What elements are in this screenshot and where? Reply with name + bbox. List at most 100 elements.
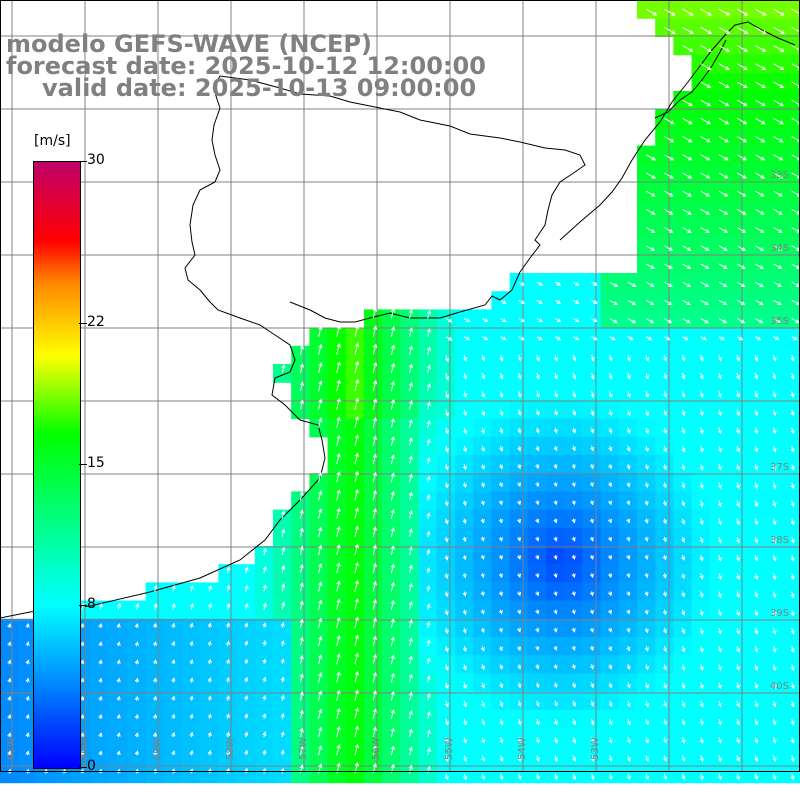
wind-cell (145, 673, 165, 693)
wind-arrow (773, 263, 782, 269)
wind-arrow (427, 402, 430, 410)
wind-arrow-head (499, 375, 504, 380)
wind-cell (236, 582, 256, 602)
wind-arrow-head (134, 713, 139, 719)
wind-arrow-head (742, 210, 747, 215)
wind-arrow (336, 435, 340, 447)
wind-arrow-head (572, 775, 577, 781)
wind-arrow-head (499, 721, 504, 726)
wind-cell (0, 673, 19, 693)
wind-arrow-head (517, 591, 522, 597)
wind-arrow (700, 245, 710, 251)
wind-arrow (336, 562, 340, 574)
wind-arrow (372, 654, 377, 665)
wind-arrow-head (372, 617, 377, 622)
wind-arrow-head (626, 465, 631, 470)
wind-cell (0, 691, 19, 711)
wind-arrow-head (390, 454, 395, 459)
wind-arrow (263, 548, 266, 556)
wind-arrow (409, 528, 412, 538)
wind-arrow-head (717, 630, 722, 635)
colorbar-tick-mark (79, 767, 87, 768)
wind-arrow-head (481, 739, 486, 744)
wind-cell (91, 618, 110, 638)
wind-arrow-head (553, 591, 558, 597)
wind-arrow-head (743, 30, 749, 34)
wind-arrow (299, 601, 303, 610)
wind-arrow (372, 527, 377, 538)
wind-arrow-head (571, 518, 576, 524)
wind-arrow-head (699, 721, 704, 726)
wind-cell (418, 491, 438, 511)
wind-arrow-head (480, 610, 485, 615)
wind-cell (345, 673, 365, 693)
wind-arrow-head (779, 66, 785, 71)
wind-cell (309, 728, 329, 747)
wind-arrow-head (553, 429, 558, 434)
wind-arrow-head (779, 120, 784, 125)
wind-arrow-head (780, 48, 785, 52)
longitude-label: 60W (79, 737, 90, 760)
wind-arrow-head (535, 393, 540, 398)
wind-cell (218, 728, 238, 747)
wind-arrow (318, 563, 322, 574)
wind-cell (145, 746, 165, 765)
wind-arrow-head (426, 729, 431, 734)
wind-arrow-head (481, 375, 486, 380)
wind-arrow-head (699, 648, 704, 653)
wind-arrow-head (535, 357, 540, 362)
wind-arrow-head (207, 749, 212, 755)
wind-arrow-head (354, 452, 359, 457)
wind-arrow (354, 671, 359, 683)
wind-arrow-head (390, 763, 395, 769)
wind-arrow (682, 227, 692, 233)
wind-arrow-head (772, 393, 777, 398)
wind-arrow-head (681, 684, 686, 690)
wind-arrow-head (390, 654, 395, 660)
wind-arrow-head (717, 611, 722, 617)
wind-cell (309, 582, 329, 602)
wind-arrow-head (372, 471, 377, 477)
wind-arrow-head (390, 545, 395, 550)
wind-arrow-head (535, 482, 540, 488)
wind-arrow-head (790, 648, 795, 653)
wind-cell (345, 455, 365, 474)
wind-cell (327, 618, 347, 638)
wind-arrow (718, 26, 730, 34)
wind-arrow (390, 582, 394, 592)
wind-arrow-head (631, 301, 637, 306)
wind-arrow-head (662, 629, 667, 634)
wind-arrow-head (355, 378, 360, 384)
colorbar-tick-mark (79, 605, 87, 607)
wind-arrow-head (670, 120, 675, 125)
longitude-label: 61W (6, 737, 17, 760)
wind-arrow-head (517, 609, 522, 615)
wind-arrow (445, 318, 453, 323)
wind-arrow (682, 136, 692, 143)
wind-arrow-head (725, 48, 730, 52)
wind-arrow-head (717, 775, 722, 781)
wind-arrow-head (762, 11, 767, 16)
wind-cell (309, 655, 329, 674)
wind-arrow-head (687, 192, 692, 197)
wind-arrow-head (408, 437, 413, 442)
wind-arrow (755, 81, 766, 89)
wind-arrow-head (390, 527, 395, 532)
wind-arrow-head (687, 174, 693, 179)
wind-cell (0, 618, 19, 638)
wind-arrow (299, 637, 303, 647)
wind-arrow-head (502, 336, 507, 341)
wind-arrow-head (499, 447, 504, 452)
wind-arrow-head (668, 283, 673, 288)
wind-arrow-head (663, 775, 668, 781)
wind-arrow (299, 692, 303, 701)
wind-cell (236, 709, 256, 729)
wind-arrow-head (590, 739, 595, 744)
wind-cell (364, 527, 383, 547)
wind-arrow-head (754, 448, 759, 453)
wind-arrow-head (644, 501, 649, 506)
wind-arrow-head (354, 434, 359, 439)
wind-arrow-head (699, 575, 704, 580)
wind-arrow-head (480, 573, 485, 579)
wind-arrow-head (761, 102, 766, 107)
